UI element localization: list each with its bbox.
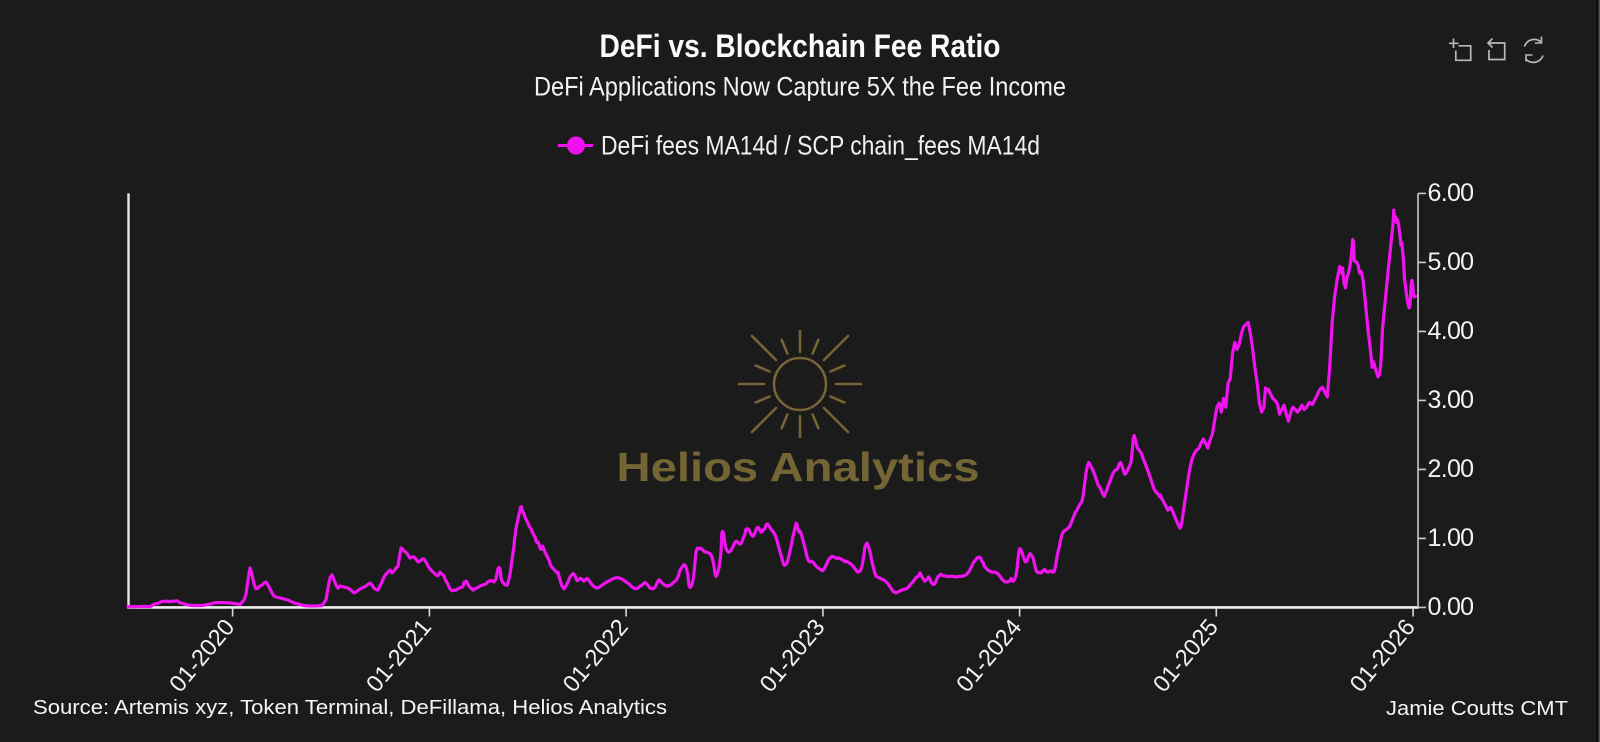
svg-text:01-2026: 01-2026 [1345,614,1420,697]
svg-text:4.00: 4.00 [1428,317,1474,345]
svg-text:Source: Artemis xyz, Token Ter: Source: Artemis xyz, Token Terminal, DeF… [33,696,667,719]
svg-text:3.00: 3.00 [1428,386,1474,414]
svg-text:DeFi fees MA14d / SCP chain_fe: DeFi fees MA14d / SCP chain_fees MA14d [601,131,1040,161]
svg-text:6.00: 6.00 [1428,179,1474,207]
svg-text:0.00: 0.00 [1428,593,1474,621]
svg-text:Helios Analytics: Helios Analytics [617,444,980,490]
svg-text:01-2023: 01-2023 [754,614,829,697]
svg-text:1.00: 1.00 [1428,524,1474,552]
svg-text:01-2024: 01-2024 [951,614,1026,697]
svg-text:DeFi Applications Now Capture: DeFi Applications Now Capture 5X the Fee… [534,72,1066,102]
svg-text:Jamie Coutts CMT: Jamie Coutts CMT [1386,697,1569,720]
svg-text:DeFi vs. Blockchain Fee Ratio: DeFi vs. Blockchain Fee Ratio [600,28,1001,64]
svg-text:01-2022: 01-2022 [558,614,633,697]
svg-text:01-2021: 01-2021 [361,614,436,697]
svg-text:2.00: 2.00 [1428,455,1474,483]
svg-text:01-2025: 01-2025 [1148,614,1223,697]
svg-text:5.00: 5.00 [1428,248,1474,276]
svg-text:01-2020: 01-2020 [164,614,239,697]
